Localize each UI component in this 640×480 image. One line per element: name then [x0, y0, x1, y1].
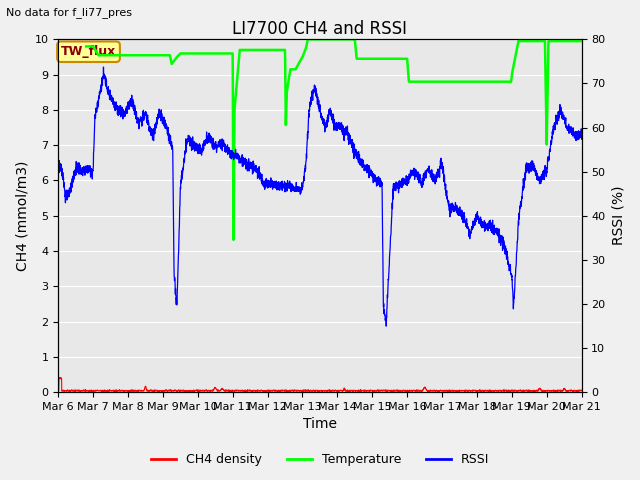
Y-axis label: RSSI (%): RSSI (%): [611, 186, 625, 245]
Text: TW_flux: TW_flux: [61, 45, 116, 58]
Title: LI7700 CH4 and RSSI: LI7700 CH4 and RSSI: [232, 20, 408, 38]
Text: No data for f_li77_pres: No data for f_li77_pres: [6, 7, 132, 18]
X-axis label: Time: Time: [303, 418, 337, 432]
Y-axis label: CH4 (mmol/m3): CH4 (mmol/m3): [15, 160, 29, 271]
Legend: CH4 density, Temperature, RSSI: CH4 density, Temperature, RSSI: [146, 448, 494, 471]
